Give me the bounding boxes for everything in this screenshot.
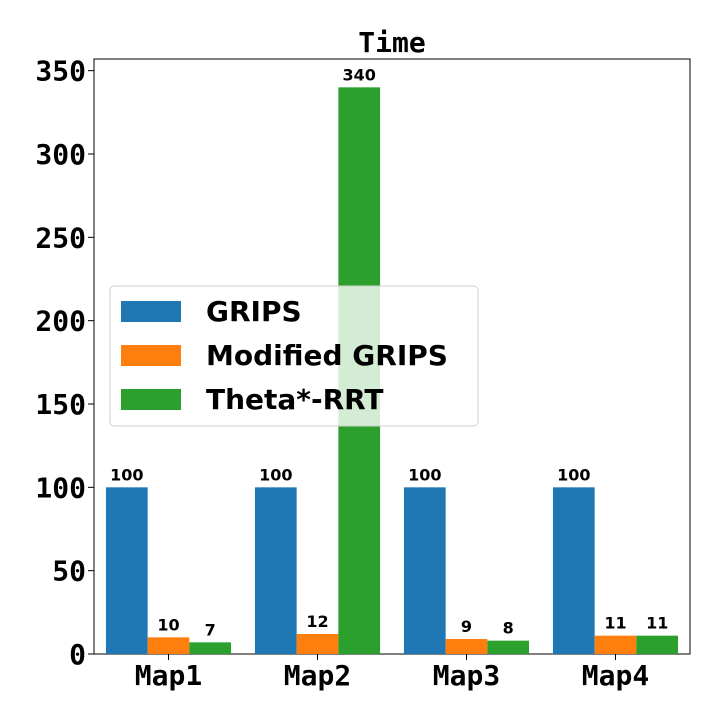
legend-swatch (121, 389, 181, 410)
bar-value-label: 9 (461, 617, 472, 636)
bar (552, 487, 595, 654)
chart-title: Time (358, 26, 425, 59)
bar (403, 487, 446, 654)
bar (296, 634, 339, 654)
y-tick-label: 350 (35, 55, 86, 88)
legend-swatch (121, 301, 181, 322)
bar-value-label: 100 (557, 465, 590, 484)
legend: GRIPS Modified GRIPS Theta*-RRT (109, 285, 479, 427)
x-tick-label: Map3 (433, 659, 500, 692)
y-tick-label: 100 (35, 471, 86, 504)
y-tick-label: 300 (35, 138, 86, 171)
bar (487, 640, 530, 654)
y-tick-label: 200 (35, 305, 86, 338)
legend-label: GRIPS (206, 295, 302, 328)
bar (445, 639, 488, 654)
bar (105, 487, 148, 654)
y-tick-label: 250 (35, 221, 86, 254)
bar-value-label: 100 (259, 465, 292, 484)
bar (254, 487, 297, 654)
legend-swatch (121, 345, 181, 366)
bar (594, 635, 637, 654)
bar-value-label: 100 (408, 465, 441, 484)
bar (189, 642, 232, 654)
x-tick-label: Map1 (135, 659, 202, 692)
bar-value-label: 11 (646, 614, 668, 633)
bar-value-label: 8 (503, 619, 514, 638)
bar-value-label: 11 (604, 614, 626, 633)
bar-value-label: 340 (342, 65, 375, 84)
bar-value-label: 7 (205, 620, 216, 639)
y-axis: 0 50 100 150 200 250 300 350 (35, 55, 94, 671)
x-axis: Map1 Map2 Map3 Map4 (135, 654, 649, 692)
bar (636, 635, 679, 654)
bar-value-label: 100 (110, 465, 143, 484)
bar-value-label: 10 (157, 615, 179, 634)
x-tick-label: Map4 (582, 659, 649, 692)
y-tick-label: 50 (52, 555, 86, 588)
legend-box (109, 285, 479, 427)
legend-label: Theta*-RRT (206, 383, 384, 416)
plot-frame (93, 58, 691, 655)
x-tick-label: Map2 (284, 659, 351, 692)
bar (147, 637, 190, 654)
y-tick-label: 0 (69, 638, 86, 671)
bar-value-label: 12 (306, 612, 328, 631)
legend-label: Modified GRIPS (206, 339, 448, 372)
y-tick-label: 150 (35, 388, 86, 421)
